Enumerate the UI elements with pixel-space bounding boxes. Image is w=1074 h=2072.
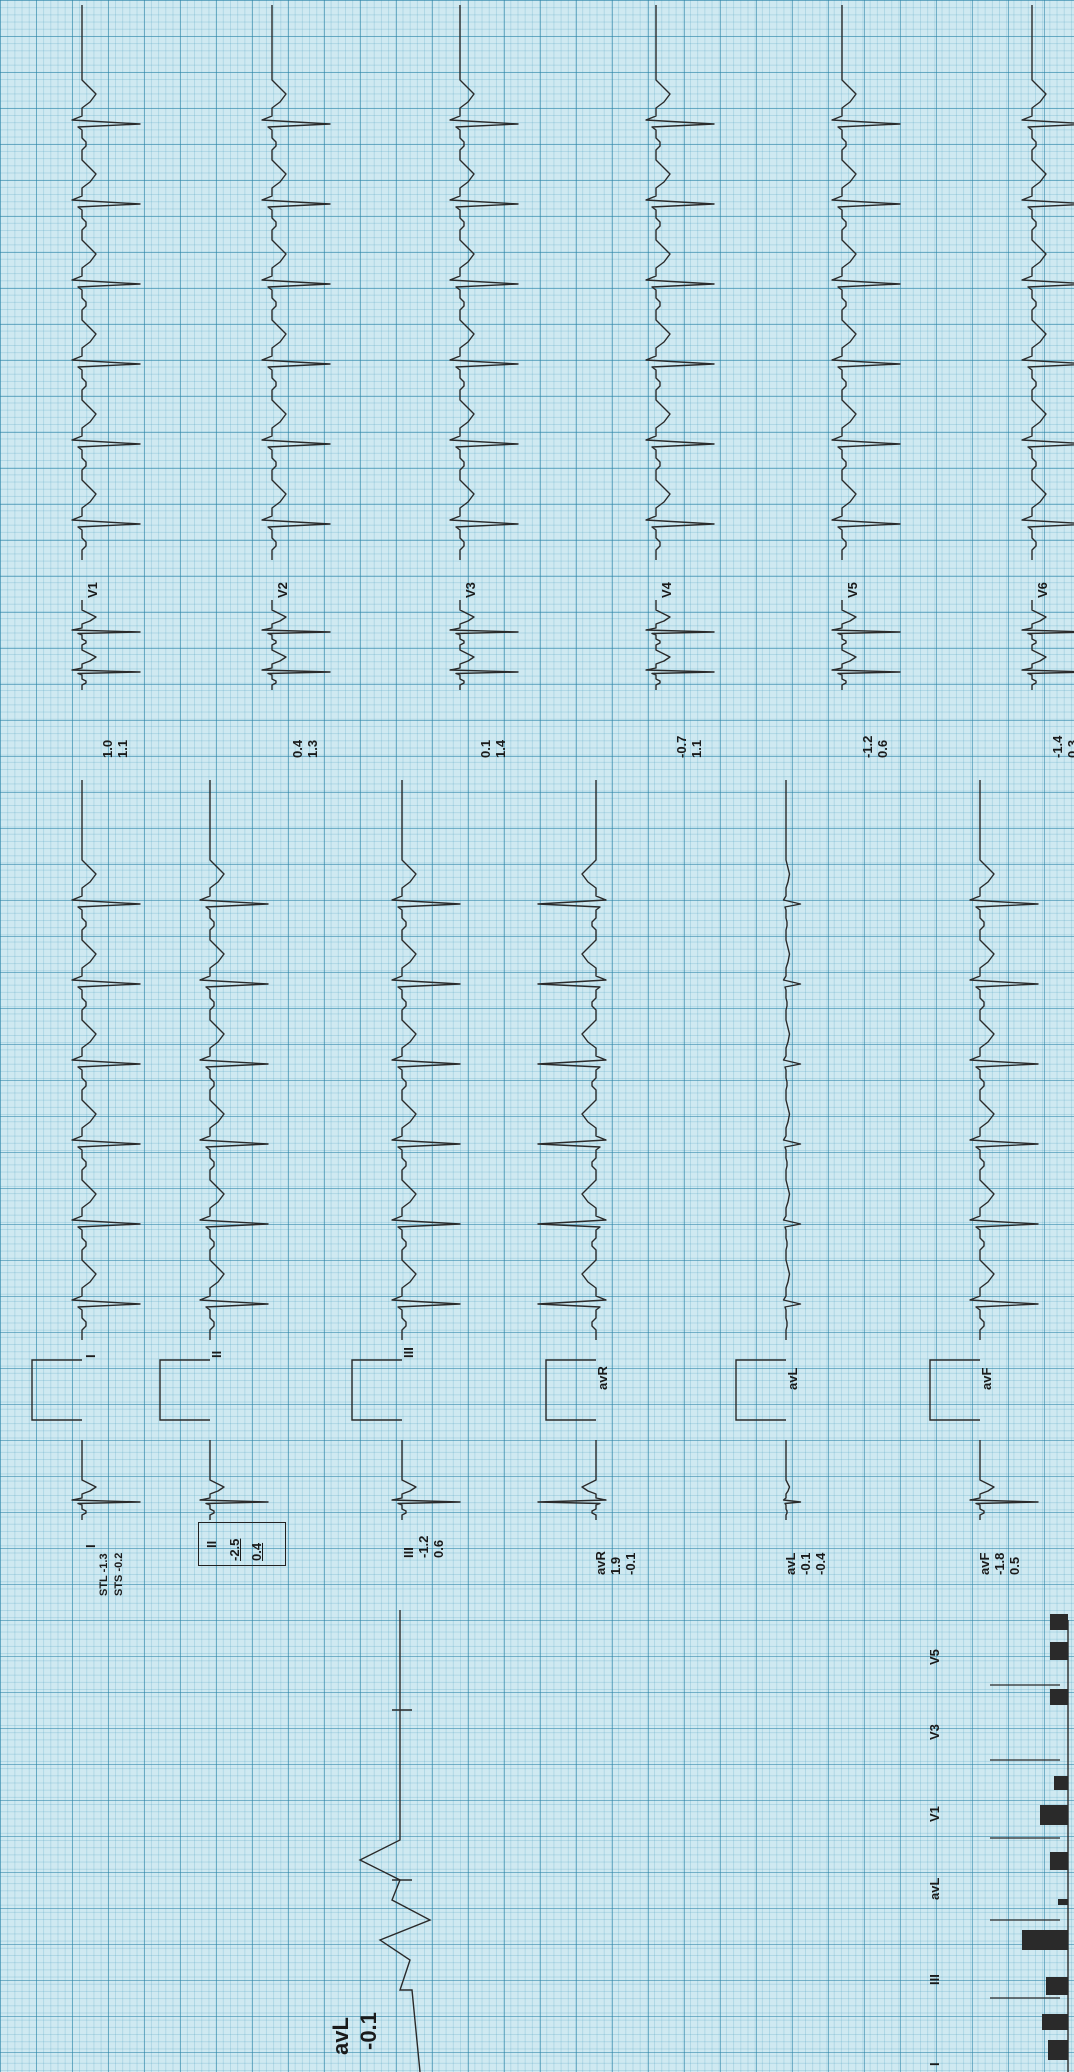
value-avf-b: 0.5: [1007, 1556, 1022, 1575]
trace-strip-top-3: [645, 5, 715, 560]
bar-label-v5: V5: [927, 1649, 942, 1665]
trace-strip-top-0: [71, 5, 141, 560]
bar-8: [1050, 1689, 1068, 1705]
bar-1: [1042, 2014, 1068, 2030]
lead-label-v1: V1: [85, 582, 100, 598]
detail-lead-label: avL: [328, 2017, 353, 2055]
calibration-pulse-2: [351, 1359, 402, 1421]
trace-strip-bottom-2: [391, 780, 461, 1340]
lead-label-avr-strip: avR: [593, 1551, 608, 1575]
trace-strip-top-2: [449, 5, 519, 560]
trace-detail-avl: [358, 1610, 432, 2072]
bar-2: [1046, 1977, 1068, 1995]
trace-strip-top-4: [831, 5, 901, 560]
lead-label-v6: V6: [1035, 582, 1050, 598]
trace-strip-top-short-1: [261, 600, 331, 690]
bar-3: [1022, 1930, 1068, 1950]
value-avf-a: -1.8: [992, 1552, 1007, 1575]
calibration-pulse-3: [545, 1359, 596, 1421]
trace-strip-bottom-5: [969, 780, 1039, 1340]
trace-strip-top-short-5: [1021, 600, 1074, 690]
lead-label-v3: V3: [463, 582, 478, 598]
value-v2-a: 0.4: [290, 739, 305, 758]
bar-4: [1058, 1899, 1068, 1905]
bar-label-v1: V1: [927, 1806, 942, 1822]
value-i-sts: STS -0.2: [113, 1552, 125, 1596]
value-v3-b: 1.4: [493, 739, 508, 758]
bar-0: [1048, 2040, 1068, 2060]
highlight-box-ii: [198, 1522, 286, 1566]
trace-strip-bottom-1: [199, 780, 269, 1340]
trace-strip-bottom-short-4: [782, 1440, 802, 1520]
trace-strip-bottom-3: [537, 780, 607, 1340]
value-i-stl: STL -1.3: [98, 1553, 110, 1596]
bar-7: [1054, 1776, 1068, 1790]
value-v4-a: -0.7: [674, 735, 689, 758]
value-iii-a: -1.2: [416, 1535, 431, 1558]
lead-label-avl-strip: avL: [783, 1552, 798, 1575]
trace-strip-top-5: [1021, 5, 1074, 560]
value-v5-a: -1.2: [860, 735, 875, 758]
trace-strip-top-short-0: [71, 600, 141, 690]
trace-strip-bottom-0: [71, 780, 141, 1340]
calibration-pulse-5: [929, 1359, 980, 1421]
trace-strip-bottom-short-1: [199, 1440, 269, 1520]
bar-9: [1050, 1642, 1068, 1660]
value-v2-b: 1.3: [305, 739, 320, 758]
value-v6-b: 0.3: [1065, 739, 1074, 758]
bar-10: [1050, 1614, 1068, 1630]
lead-label-ii-strip: II: [204, 1540, 219, 1548]
lead-label-ii: II: [209, 1350, 224, 1358]
calibration-pulse-0: [31, 1359, 82, 1421]
value-v1-b: 1.1: [115, 739, 130, 758]
trace-strip-bottom-short-5: [969, 1440, 1039, 1520]
bar-label-iii: III: [927, 1974, 942, 1985]
value-ii-b: 0.4: [249, 1542, 264, 1561]
trace-strip-top-short-3: [645, 600, 715, 690]
value-avr-b: -0.1: [623, 1552, 638, 1575]
lead-label-i: I: [83, 1354, 98, 1358]
bar-6: [1040, 1805, 1068, 1825]
value-v4-b: 1.1: [689, 739, 704, 758]
bar-label-avl: avL: [927, 1877, 942, 1900]
trace-strip-bottom-4: [782, 780, 802, 1340]
lead-label-v4: V4: [659, 582, 674, 598]
lead-label-v2: V2: [275, 582, 290, 598]
trace-strip-bottom-short-2: [391, 1440, 461, 1520]
calibration-pulse-4: [735, 1359, 786, 1421]
lead-label-avr: avR: [595, 1366, 610, 1390]
value-avr-a: 1.9: [608, 1556, 623, 1575]
lead-label-avf: avF: [979, 1367, 994, 1390]
trace-strip-top-short-2: [449, 600, 519, 690]
value-v5-b: 0.6: [875, 739, 890, 758]
lead-label-iii-strip: III: [401, 1547, 416, 1558]
bar-label-v3: V3: [927, 1724, 942, 1740]
trace-strip-top-1: [261, 5, 331, 560]
value-avl-b: -0.4: [813, 1552, 828, 1575]
bar-5: [1050, 1852, 1068, 1870]
trace-strip-bottom-short-0: [71, 1440, 141, 1520]
value-v3-a: 0.1: [478, 739, 493, 758]
lead-label-avl: avL: [785, 1367, 800, 1390]
lead-label-avf-strip: avF: [977, 1552, 992, 1575]
trace-strip-bottom-short-3: [537, 1440, 607, 1520]
lead-label-iii: III: [401, 1347, 416, 1358]
detail-value: -0.1: [356, 2012, 381, 2050]
calibration-pulse-1: [159, 1359, 210, 1421]
value-v6-a: -1.4: [1050, 735, 1065, 758]
value-ii-a: -2.5: [227, 1538, 242, 1561]
lead-label-v5: V5: [845, 582, 860, 598]
lead-label-i-strip: I: [83, 1544, 98, 1548]
value-iii-b: 0.6: [431, 1539, 446, 1558]
trace-strip-top-short-4: [831, 600, 901, 690]
value-v1-a: 1.0: [100, 739, 115, 758]
bar-label-i: I: [927, 2062, 942, 2066]
value-avl-a: -0.1: [798, 1552, 813, 1575]
